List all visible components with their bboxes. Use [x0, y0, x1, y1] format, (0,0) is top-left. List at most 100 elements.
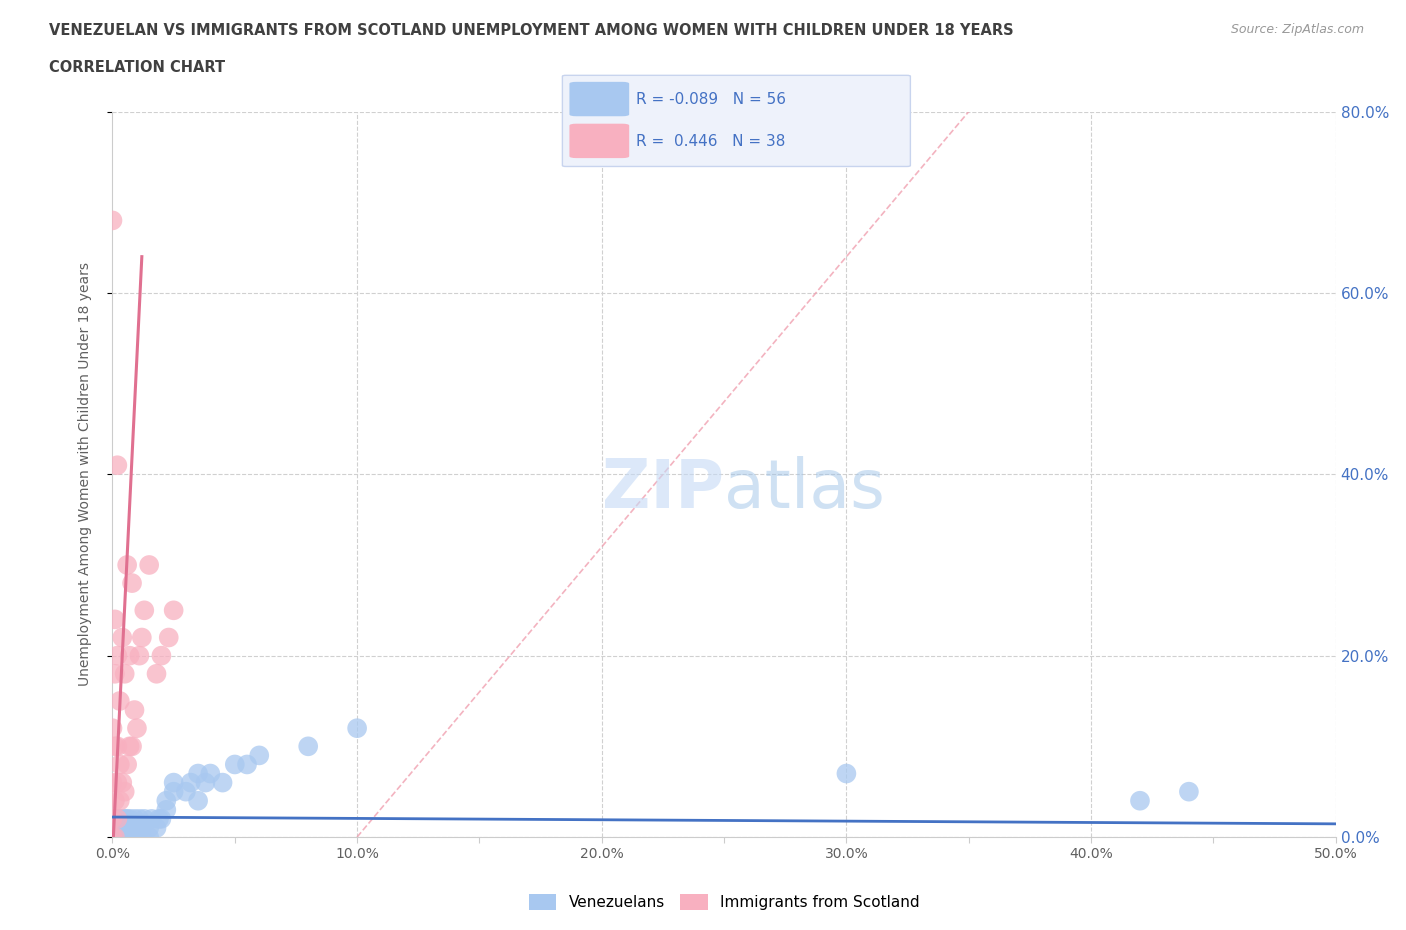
Point — [121, 830, 143, 844]
Point — [108, 820, 131, 835]
Point — [180, 776, 202, 790]
Text: Source: ZipAtlas.com: Source: ZipAtlas.com — [1230, 23, 1364, 36]
Point — [145, 820, 167, 835]
Point — [104, 830, 127, 844]
Point — [118, 738, 141, 753]
Point — [187, 766, 209, 781]
Point — [121, 576, 143, 591]
Text: VENEZUELAN VS IMMIGRANTS FROM SCOTLAND UNEMPLOYMENT AMONG WOMEN WITH CHILDREN UN: VENEZUELAN VS IMMIGRANTS FROM SCOTLAND U… — [49, 23, 1014, 38]
Point — [115, 558, 138, 573]
FancyBboxPatch shape — [569, 124, 630, 158]
Point — [150, 811, 173, 827]
Point — [108, 694, 131, 709]
Point — [128, 648, 150, 663]
Point — [125, 830, 148, 844]
Point — [297, 738, 319, 753]
Text: R = -0.089   N = 56: R = -0.089 N = 56 — [636, 92, 786, 107]
Point — [115, 820, 138, 835]
Point — [224, 757, 246, 772]
Point — [148, 811, 170, 827]
Point — [124, 811, 146, 827]
Text: atlas: atlas — [724, 456, 884, 522]
Legend: Venezuelans, Immigrants from Scotland: Venezuelans, Immigrants from Scotland — [523, 888, 925, 916]
Point — [111, 811, 134, 827]
Point — [114, 830, 136, 844]
Point — [163, 776, 186, 790]
Point — [1129, 793, 1152, 808]
Point — [114, 784, 136, 799]
Point — [101, 830, 124, 844]
Point — [134, 603, 156, 618]
Point — [150, 648, 173, 663]
Point — [121, 820, 143, 835]
Point — [105, 811, 128, 827]
Point — [115, 757, 138, 772]
Point — [125, 820, 148, 835]
Point — [346, 721, 368, 736]
Point — [114, 811, 136, 827]
Point — [163, 603, 186, 618]
Point — [105, 830, 128, 844]
Point — [157, 631, 180, 645]
Y-axis label: Unemployment Among Women with Children Under 18 years: Unemployment Among Women with Children U… — [77, 262, 91, 686]
Text: ZIP: ZIP — [602, 456, 724, 522]
Point — [236, 757, 259, 772]
Point — [121, 738, 143, 753]
Point — [131, 830, 153, 844]
Point — [118, 811, 141, 827]
Point — [111, 820, 134, 835]
Point — [118, 830, 141, 844]
Point — [247, 748, 270, 763]
Point — [187, 793, 209, 808]
Point — [111, 631, 134, 645]
Point — [138, 830, 160, 844]
Point — [163, 784, 186, 799]
Point — [128, 811, 150, 827]
Point — [108, 811, 131, 827]
Point — [115, 811, 138, 827]
Point — [104, 666, 127, 681]
Point — [115, 830, 138, 844]
Point — [124, 820, 146, 835]
Point — [124, 703, 146, 718]
Point — [108, 793, 131, 808]
Point — [105, 820, 128, 835]
Point — [155, 793, 177, 808]
Point — [105, 830, 128, 844]
Point — [104, 793, 127, 808]
Point — [134, 811, 156, 827]
Point — [138, 820, 160, 835]
Point — [105, 811, 128, 827]
Point — [114, 830, 136, 844]
Point — [835, 766, 858, 781]
Point — [105, 458, 128, 472]
Point — [174, 784, 197, 799]
Point — [131, 631, 153, 645]
Point — [108, 757, 131, 772]
Point — [101, 721, 124, 736]
Point — [131, 820, 153, 835]
Point — [194, 776, 217, 790]
Point — [125, 721, 148, 736]
Point — [105, 738, 128, 753]
Point — [118, 648, 141, 663]
FancyBboxPatch shape — [562, 75, 911, 166]
Point — [114, 820, 136, 835]
Point — [104, 612, 127, 627]
Point — [101, 776, 124, 790]
Point — [155, 803, 177, 817]
Point — [124, 830, 146, 844]
Point — [145, 666, 167, 681]
Point — [211, 776, 233, 790]
Point — [101, 213, 124, 228]
Point — [138, 558, 160, 573]
Point — [1178, 784, 1201, 799]
Point — [200, 766, 222, 781]
Point — [105, 776, 128, 790]
Point — [111, 830, 134, 844]
Text: CORRELATION CHART: CORRELATION CHART — [49, 60, 225, 75]
Point — [111, 776, 134, 790]
Point — [101, 811, 124, 827]
FancyBboxPatch shape — [569, 82, 630, 116]
Point — [118, 820, 141, 835]
